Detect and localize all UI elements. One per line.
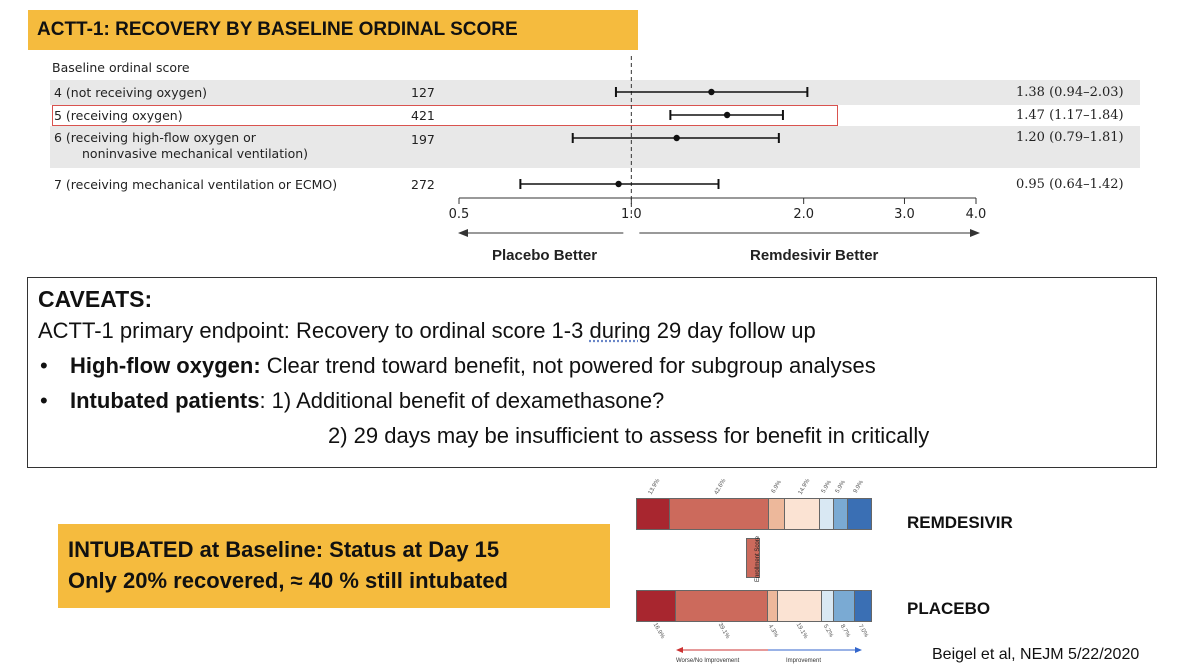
forest-plot-graphic: 0.5 1.0 2.0 3.0 4.0 — [449, 56, 987, 237]
caveat-bullet: Intubated patients: 1) Additional benefi… — [38, 383, 1146, 418]
bullet-heading: Intubated patients — [70, 388, 260, 413]
direction-arrows — [676, 647, 862, 653]
placebo-label: PLACEBO — [907, 599, 991, 618]
bar-segment — [820, 499, 834, 529]
citation: Beigel et al, NEJM 5/22/2020 — [932, 646, 1140, 663]
bullet-text: Clear trend toward benefit, not powered … — [260, 353, 876, 378]
point-estimate — [708, 88, 715, 96]
forest-plot: Baseline ordinal score 4 (not receiving … — [46, 56, 1146, 276]
row-ci: 1.20 (0.79–1.81) — [1016, 130, 1124, 145]
placebo-better-label: Placebo Better — [492, 247, 598, 264]
callout-line: INTUBATED at Baseline: Status at Day 15 — [68, 537, 500, 562]
bar-segment — [767, 591, 778, 621]
row-label: 6 (receiving high-flow oxygen or — [54, 130, 256, 145]
bullet-text: : 1) Additional benefit of dexamethasone… — [259, 388, 665, 413]
intubated-callout: INTUBATED at Baseline: Status at Day 15 … — [58, 524, 610, 608]
x-tick-label: 1.0 — [621, 207, 642, 222]
row-ci: 1.38 (0.94–2.03) — [1016, 85, 1124, 100]
caveats-heading: CAVEATS: — [38, 286, 153, 312]
row-n: 197 — [411, 132, 435, 147]
row-shade — [50, 126, 1140, 168]
callout-line: Only 20% recovered, ≈ 40 % still intubat… — [68, 568, 508, 593]
stacked-bar-figure: 13.9% 42.6% 6.9% 14.9% 5.9% 5.9% 9.9% Enrollme… — [630, 478, 890, 672]
highlight-box — [52, 105, 838, 126]
bar-segment — [637, 591, 677, 621]
x-tick-label: 4.0 — [966, 207, 987, 222]
improvement-label: Improvement — [786, 658, 822, 664]
caveat-continuation: 2) 29 days may be insufficient to assess… — [328, 423, 930, 448]
bar-segment — [769, 499, 786, 529]
row-n: 421 — [411, 108, 435, 123]
bar-segment — [822, 591, 835, 621]
bullet-heading: High-flow oxygen: — [70, 353, 261, 378]
placebo-bar — [636, 590, 872, 622]
caveats-line: ACTT-1 primary endpoint: Recovery to ord… — [38, 313, 1146, 348]
bar-segment — [854, 591, 871, 621]
bar-segment — [637, 499, 670, 529]
bar-segment — [847, 499, 871, 529]
endpoint-text-end: 29 day follow up — [650, 318, 816, 343]
bar-segment — [834, 591, 855, 621]
point-estimate — [723, 111, 731, 119]
point-estimate — [673, 134, 680, 142]
row-n: 127 — [411, 85, 435, 100]
forest-header: Baseline ordinal score — [52, 60, 190, 75]
row-label: 7 (receiving mechanical ventilation or E… — [54, 177, 338, 192]
row-shade — [50, 80, 1140, 105]
row-label: 5 (receiving oxygen) — [54, 108, 183, 123]
remdesivir-label: REMDESIVIR — [907, 513, 1013, 532]
bar-segment — [833, 499, 848, 529]
point-estimate — [615, 180, 622, 188]
caveats-box: CAVEATS: ACTT-1 primary endpoint: Recove… — [27, 277, 1157, 468]
row-label-continued: noninvasive mechanical ventilation) — [82, 146, 309, 161]
endpoint-underlined: during — [589, 318, 651, 343]
bar-segment — [777, 591, 823, 621]
caveat-bullet: High-flow oxygen: Clear trend toward ben… — [38, 348, 1146, 383]
row-ci: 0.95 (0.64–1.42) — [1016, 177, 1124, 192]
x-tick-label: 2.0 — [793, 207, 814, 222]
endpoint-text: ACTT-1 primary endpoint: Recovery to ord… — [38, 318, 590, 343]
worse-label: Worse/No Improvement — [676, 658, 740, 664]
x-tick-label: 0.5 — [449, 207, 470, 222]
row-n: 272 — [411, 177, 435, 192]
enrollment-score-box: Enrollment Score — [746, 536, 761, 582]
bar-segment — [785, 499, 821, 529]
right-arrow-head — [970, 229, 980, 237]
bar-segment — [669, 499, 770, 529]
remdesivir-better-label: Remdesivir Better — [750, 247, 879, 264]
x-tick-label: 3.0 — [894, 207, 915, 222]
remdesivir-bar — [636, 498, 872, 530]
row-ci: 1.47 (1.17–1.84) — [1016, 108, 1124, 123]
left-arrow-head — [458, 229, 468, 237]
row-label: 4 (not receiving oxygen) — [54, 85, 208, 100]
slide-title: ACTT-1: RECOVERY BY BASELINE ORDINAL SCO… — [28, 10, 638, 50]
bar-segment — [676, 591, 768, 621]
